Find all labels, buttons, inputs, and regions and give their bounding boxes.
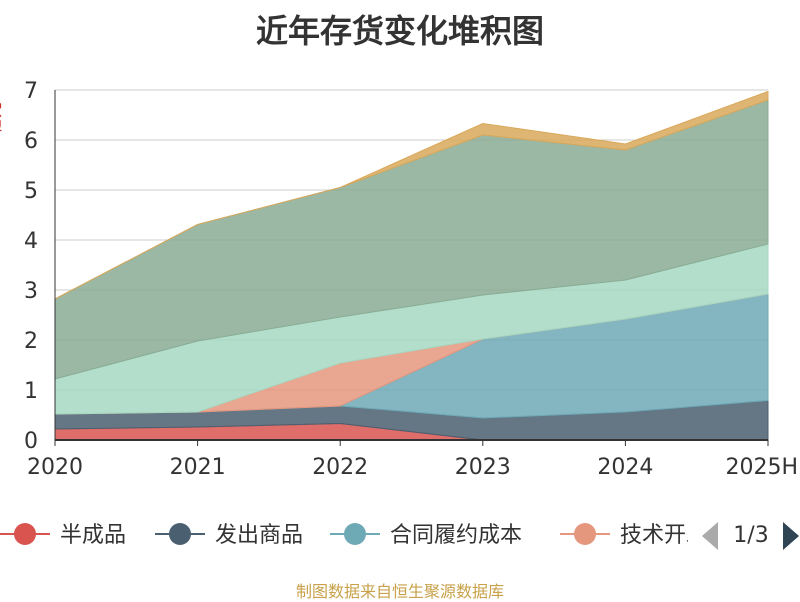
legend-item[interactable]: 合同履约成本 — [330, 523, 522, 548]
legend-marker — [169, 523, 191, 545]
legend-label: 半成品 — [60, 523, 126, 548]
legend: 半成品 发出商品 合同履约成本 技术开发成本 — [0, 523, 752, 548]
area-原材料 — [54, 90, 769, 300]
y-tick-label: 4 — [24, 229, 38, 254]
y-tick-label: 6 — [24, 129, 38, 154]
y-tick-label: 5 — [24, 179, 38, 204]
x-tick-label: 2024 — [597, 455, 653, 480]
legend-marker — [14, 523, 36, 545]
x-tick-label: 2023 — [455, 455, 511, 480]
legend-label: 合同履约成本 — [390, 523, 522, 548]
y-axis-label: 亿元 — [0, 102, 4, 134]
legend-label: 技术开发成本 — [620, 523, 752, 548]
legend-marker — [344, 523, 366, 545]
legend-marker — [574, 523, 596, 545]
legend-prev-page-icon[interactable] — [702, 522, 718, 550]
axes: 0 1 2 3 4 5 6 7 亿元 2020 2021 2022 2023 2024 2025H — [0, 79, 798, 480]
area-series — [54, 90, 769, 441]
y-tick-label: 3 — [24, 279, 38, 304]
legend-page-indicator: 1/3 — [733, 523, 768, 548]
legend-next-page-icon[interactable] — [783, 522, 799, 550]
y-tick-label: 1 — [24, 379, 38, 404]
x-tick-label: 2020 — [27, 455, 83, 480]
x-tick-label: 2021 — [170, 455, 226, 480]
chart-title: 近年存货变化堆积图 — [255, 12, 544, 50]
legend-item[interactable]: 发出商品 — [155, 523, 303, 548]
legend-item[interactable]: 技术开发成本 — [560, 523, 752, 548]
source-note: 制图数据来自恒生聚源数据库 — [295, 582, 504, 601]
x-tick-label: 2025H — [725, 455, 798, 480]
y-tick-label: 7 — [24, 79, 38, 104]
y-tick-label: 2 — [24, 329, 38, 354]
y-tick-label: 0 — [24, 429, 38, 454]
legend-item[interactable]: 半成品 — [0, 523, 126, 548]
legend-label: 发出商品 — [215, 523, 303, 548]
x-tick-label: 2022 — [312, 455, 368, 480]
